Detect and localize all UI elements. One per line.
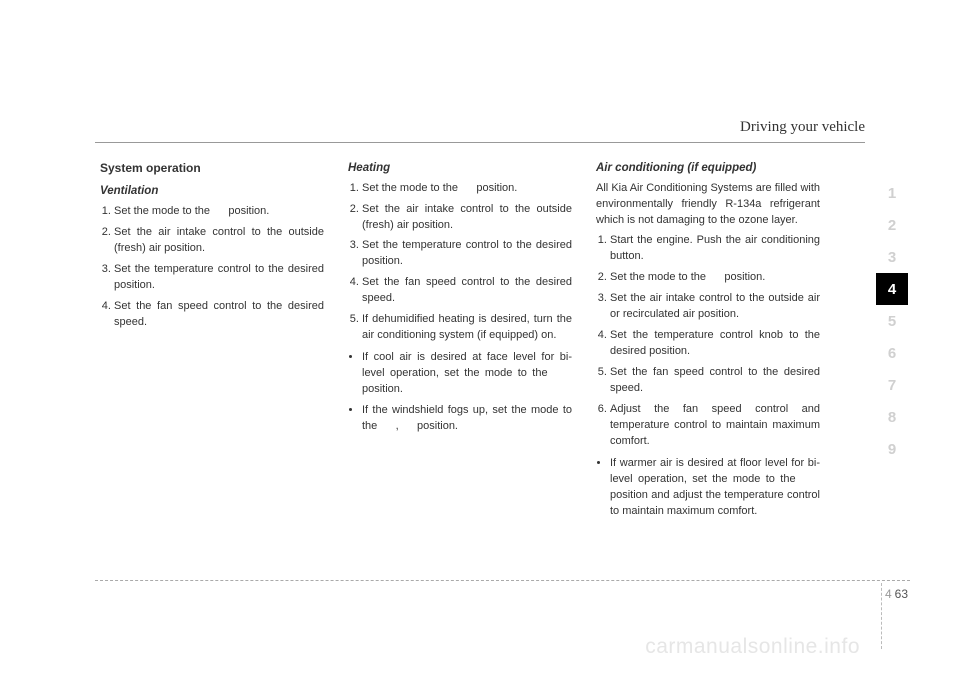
list-item: Set the fan speed control to the desired… (114, 299, 324, 331)
chapter-tab-3[interactable]: 3 (876, 241, 908, 273)
list-item: Set the air intake control to the outsid… (610, 291, 820, 323)
list-item: Set the mode to the position. (114, 204, 324, 220)
list-item: Set the temperature control knob to the … (610, 328, 820, 360)
chapter-tab-9[interactable]: 9 (876, 433, 908, 465)
chapter-tab-6[interactable]: 6 (876, 337, 908, 369)
column-2: Heating Set the mode to the position. Se… (348, 160, 572, 524)
list-item: Set the fan speed control to the desired… (362, 275, 572, 307)
list-item: If dehumidified heating is desired, turn… (362, 312, 572, 344)
column-3: Air conditioning (if equipped) All Kia A… (596, 160, 820, 524)
chapter-tab-4[interactable]: 4 (876, 273, 908, 305)
list-item: Adjust the fan speed control and tempera… (610, 402, 820, 450)
chapter-tab-1[interactable]: 1 (876, 177, 908, 209)
chapter-tab-8[interactable]: 8 (876, 401, 908, 433)
page-header: Driving your vehicle (95, 118, 865, 143)
subheading-heating: Heating (348, 160, 572, 177)
content-columns: System operation Ventilation Set the mod… (100, 160, 820, 524)
page-number: 463 (885, 587, 908, 601)
subheading-aircon: Air conditioning (if equipped) (596, 160, 820, 177)
list-item: If cool air is desired at face level for… (362, 350, 572, 398)
list-item: Set the fan speed control to the desired… (610, 365, 820, 397)
list-item: Start the engine. Push the air condition… (610, 233, 820, 265)
watermark: carmanualsonline.info (645, 635, 860, 659)
column-1: System operation Ventilation Set the mod… (100, 160, 324, 524)
heating-bullets: If cool air is desired at face level for… (348, 350, 572, 435)
list-item: Set the air intake control to the outsid… (362, 202, 572, 234)
chapter-tab-7[interactable]: 7 (876, 369, 908, 401)
list-item: Set the mode to the position. (362, 181, 572, 197)
footer-vertical-dash (881, 583, 882, 649)
chapter-tab-2[interactable]: 2 (876, 209, 908, 241)
list-item: Set the temperature control to the desir… (114, 262, 324, 294)
list-item: Set the air intake control to the outsid… (114, 225, 324, 257)
chapter-tabs: 1 2 3 4 5 6 7 8 9 (876, 177, 908, 465)
page-num-value: 63 (895, 587, 908, 601)
subheading-ventilation: Ventilation (100, 183, 324, 200)
list-item: Set the temperature control to the desir… (362, 238, 572, 270)
section-heading: System operation (100, 160, 324, 177)
list-item: If the windshield fogs up, set the mode … (362, 403, 572, 435)
heating-list: Set the mode to the position. Set the ai… (348, 181, 572, 344)
list-item: If warmer air is desired at floor level … (610, 456, 820, 520)
aircon-bullets: If warmer air is desired at floor level … (596, 456, 820, 520)
aircon-list: Start the engine. Push the air condition… (596, 233, 820, 449)
header-title: Driving your vehicle (740, 119, 865, 135)
footer-rule (95, 580, 910, 581)
list-item: Set the mode to the position. (610, 270, 820, 286)
aircon-intro: All Kia Air Conditioning Systems are fil… (596, 181, 820, 229)
ventilation-list: Set the mode to the position. Set the ai… (100, 204, 324, 331)
page-chapter: 4 (885, 587, 892, 601)
chapter-tab-5[interactable]: 5 (876, 305, 908, 337)
